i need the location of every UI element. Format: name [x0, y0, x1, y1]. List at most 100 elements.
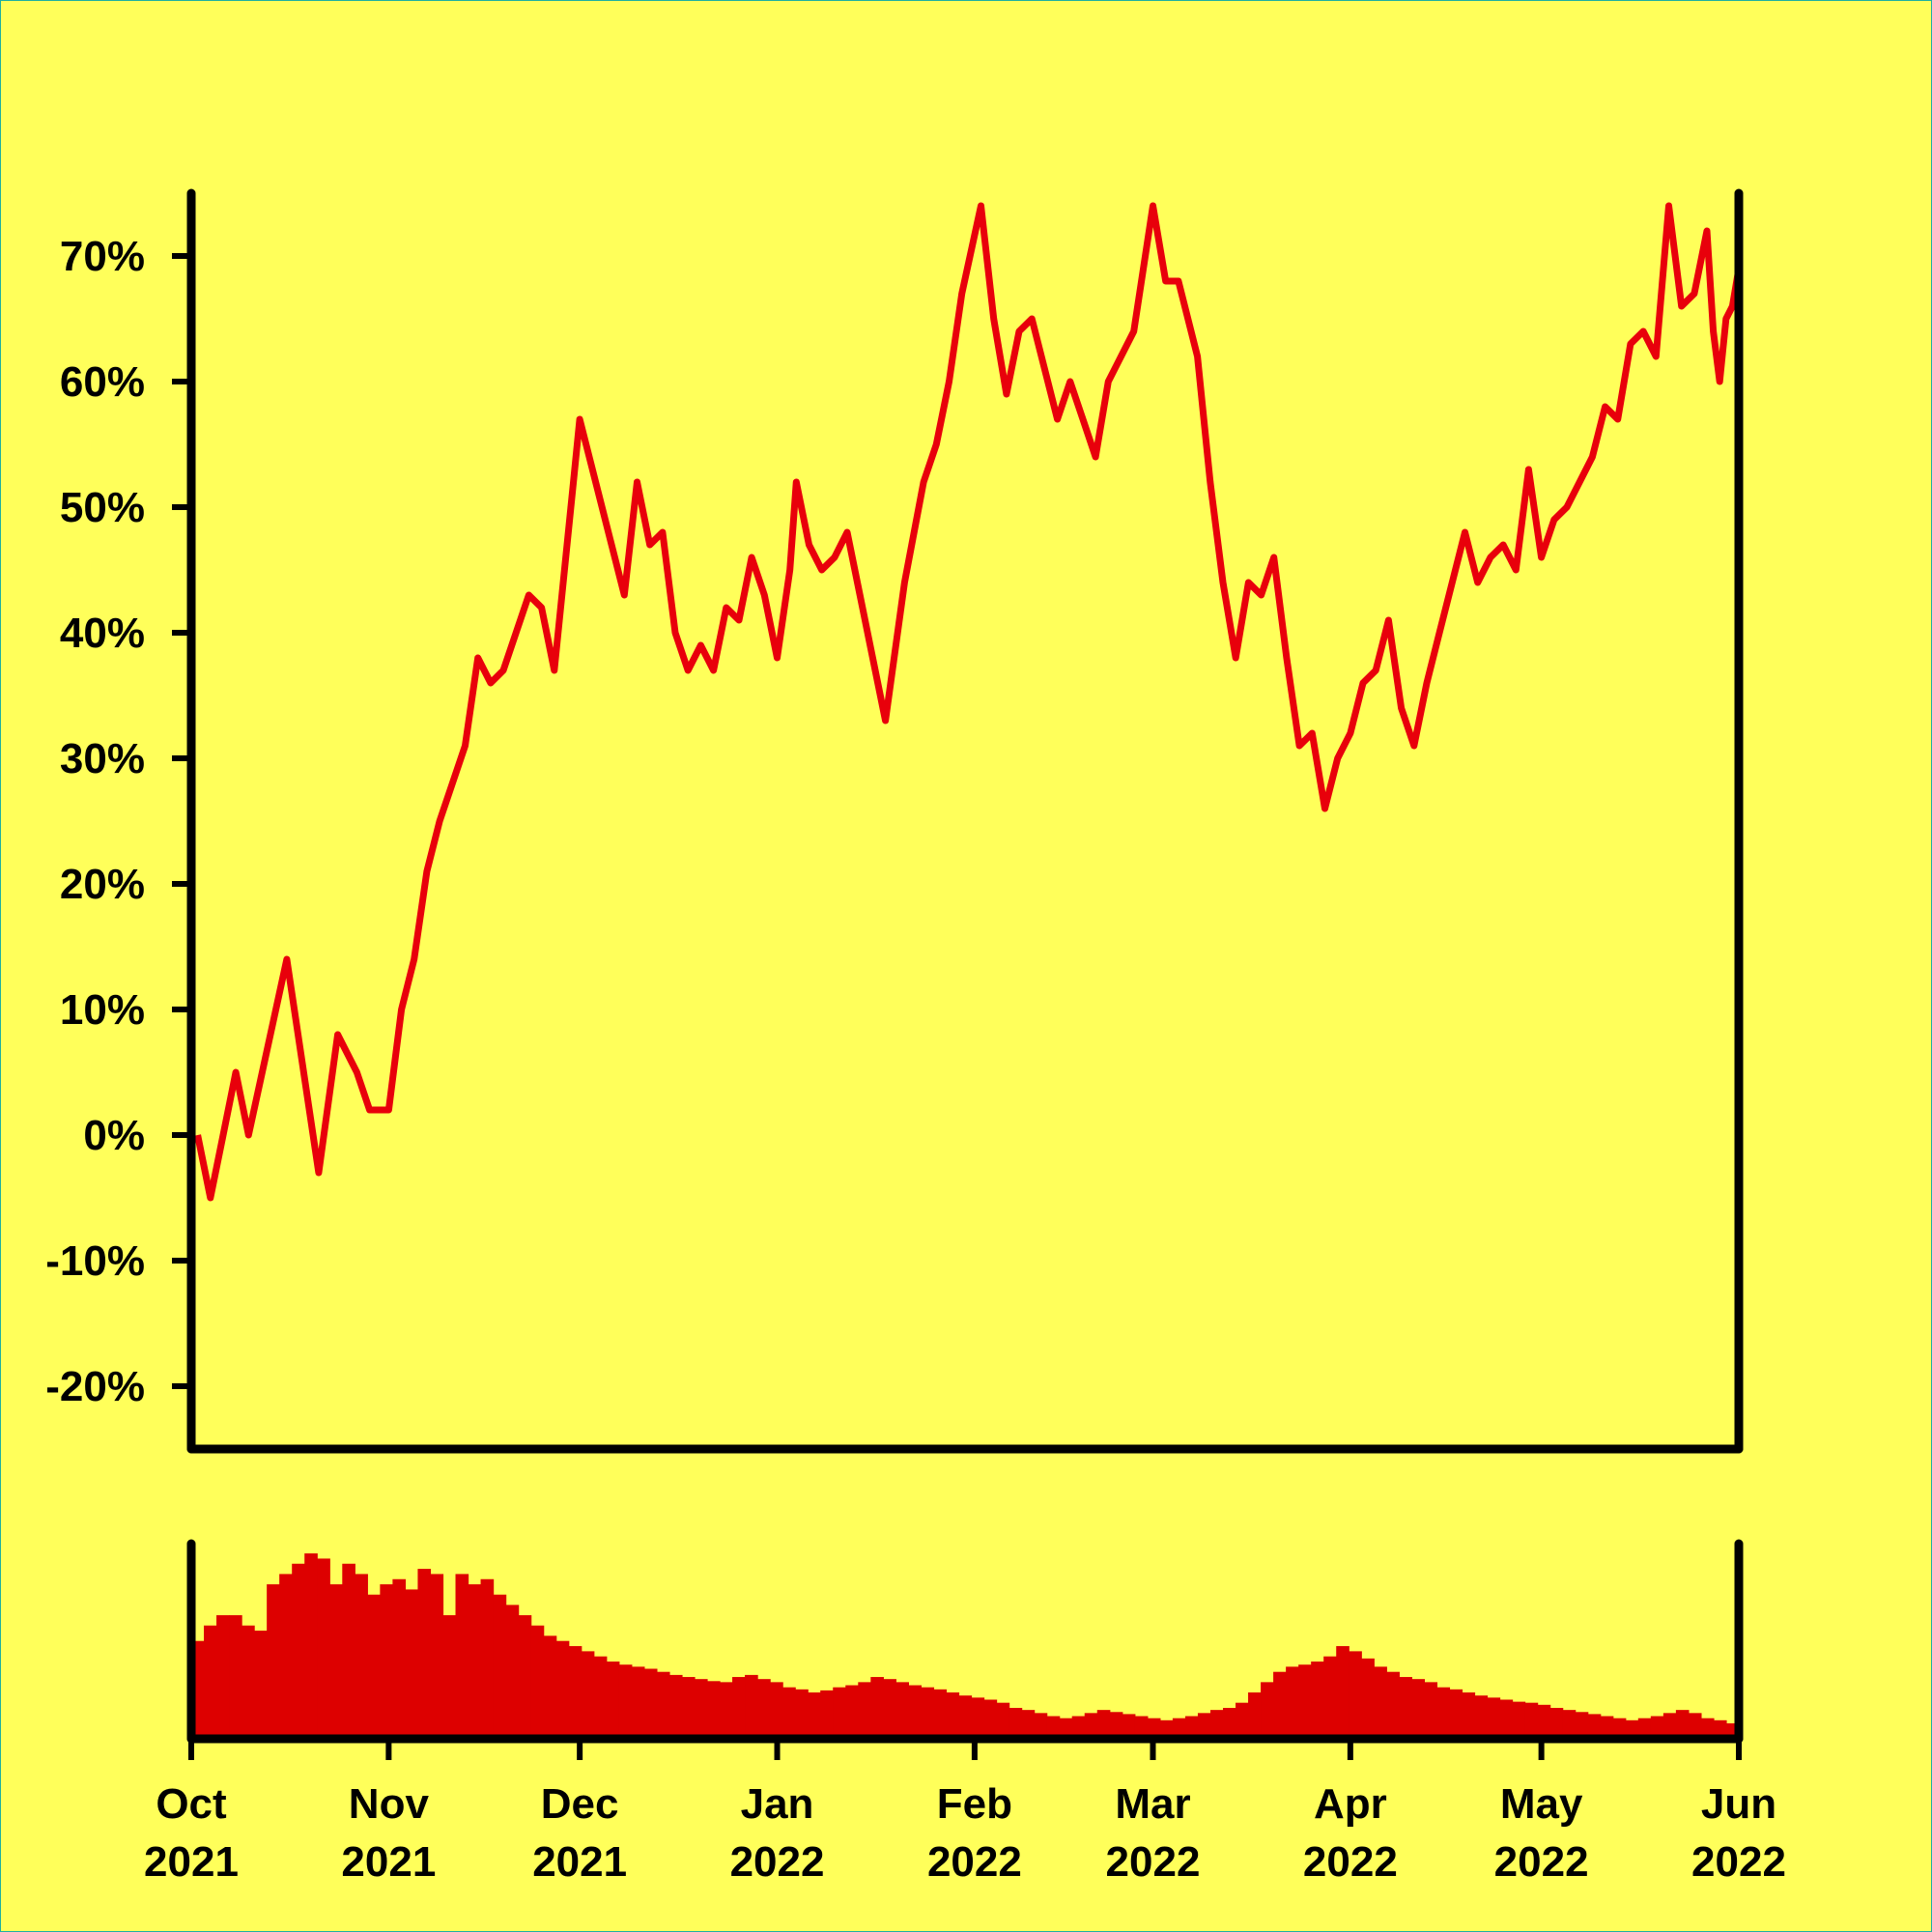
volume-bar	[1424, 1682, 1438, 1739]
volume-bar	[1474, 1695, 1489, 1739]
volume-bar	[518, 1615, 532, 1739]
volume-bar	[1223, 1708, 1236, 1739]
volume-bar	[631, 1666, 645, 1739]
volume-bar	[808, 1692, 821, 1739]
volume-bar	[254, 1631, 268, 1739]
volume-bar	[971, 1697, 985, 1739]
volume-bar	[845, 1685, 859, 1739]
volume-bar	[1084, 1713, 1098, 1739]
y-tick-label: 60%	[60, 358, 145, 406]
volume-bar	[1034, 1713, 1048, 1739]
volume-bar	[1662, 1713, 1677, 1739]
volume-bar	[656, 1671, 670, 1739]
volume-bar	[1159, 1719, 1174, 1739]
x-tick-year: 2021	[144, 1838, 239, 1886]
x-tick-year: 2021	[341, 1838, 436, 1886]
y-tick-label: 30%	[60, 735, 145, 782]
volume-bar	[1021, 1710, 1036, 1739]
volume-bar	[681, 1677, 696, 1739]
volume-bar	[1096, 1710, 1111, 1739]
volume-bar	[493, 1594, 507, 1739]
volume-bar	[216, 1615, 230, 1739]
volume-bar	[380, 1584, 393, 1739]
y-tick-label: 20%	[60, 861, 145, 908]
volume-bar	[858, 1682, 871, 1739]
volume-bar	[430, 1574, 444, 1739]
x-tick-year: 2021	[532, 1838, 627, 1886]
volume-bar	[455, 1574, 469, 1739]
volume-bar	[757, 1679, 771, 1739]
volume-bar	[530, 1625, 545, 1739]
volume-bar	[1625, 1719, 1639, 1739]
volume-bar	[1286, 1666, 1299, 1739]
volume-bar	[417, 1569, 432, 1739]
volume-bar	[983, 1699, 998, 1739]
volume-bar	[1675, 1710, 1690, 1739]
volume-bar	[770, 1682, 783, 1739]
volume-bar	[1512, 1701, 1526, 1739]
x-tick-month: May	[1500, 1780, 1583, 1828]
y-ticks: 70% 60% 50% 40% 30% 20% 10% 0% -10% -20%	[45, 233, 191, 1410]
volume-bar	[643, 1668, 658, 1739]
volume-bar	[329, 1584, 343, 1739]
volume-bar	[1059, 1718, 1073, 1739]
x-tick-month: Apr	[1314, 1780, 1387, 1828]
volume-bar	[782, 1687, 796, 1739]
volume-bar	[745, 1674, 758, 1739]
volume-bar	[933, 1689, 948, 1739]
volume-bar	[1537, 1704, 1551, 1739]
volume-bar	[618, 1664, 633, 1739]
y-tick-label: 0%	[83, 1112, 145, 1159]
volume-bar	[1071, 1716, 1086, 1739]
volume-bar	[1386, 1671, 1400, 1739]
y-tick-label: 50%	[60, 484, 145, 531]
volume-bar	[1323, 1656, 1337, 1739]
volume-bar	[732, 1677, 746, 1739]
volume-bar	[229, 1615, 242, 1739]
x-tick-month: Mar	[1115, 1780, 1190, 1828]
volume-bar	[1700, 1718, 1715, 1739]
volume-bar	[1436, 1687, 1451, 1739]
volume-bar	[543, 1635, 557, 1739]
volume-bar	[1236, 1702, 1249, 1739]
volume-bar	[1562, 1710, 1577, 1739]
volume-bar	[1713, 1719, 1727, 1739]
volume-bar	[1374, 1666, 1387, 1739]
x-tick-month: Feb	[937, 1780, 1012, 1828]
volume-bar	[1399, 1677, 1412, 1739]
x-tick-year: 2022	[1106, 1838, 1201, 1886]
volume-bar	[1524, 1702, 1539, 1739]
volume-bar	[958, 1695, 973, 1739]
volume-bar	[1549, 1708, 1564, 1739]
volume-bar	[355, 1574, 368, 1739]
volume-bar	[1336, 1646, 1350, 1739]
volume-bar	[568, 1646, 582, 1739]
volume-bar	[1487, 1697, 1501, 1739]
volume-bar	[606, 1662, 620, 1739]
volume-bar	[1172, 1718, 1186, 1739]
x-ticks: Oct 2021 Nov 2021 Dec 2021 Jan 2022 Feb 2022 Mar 20…	[144, 1739, 1786, 1886]
volume-bar	[1612, 1718, 1627, 1739]
volume-bar	[1046, 1716, 1061, 1739]
x-tick-month: Oct	[156, 1780, 227, 1828]
volume-bar	[883, 1679, 896, 1739]
volume-bar	[1273, 1671, 1287, 1739]
volume-bar	[242, 1625, 255, 1739]
volume-bar	[1134, 1716, 1149, 1739]
volume-bar	[1449, 1689, 1463, 1739]
volume-bar	[1009, 1708, 1023, 1739]
volume-bar	[555, 1640, 570, 1739]
volume-bar	[1122, 1714, 1136, 1739]
y-tick-label: 70%	[60, 233, 145, 280]
volume-bar	[1587, 1714, 1602, 1739]
volume-bar	[267, 1584, 280, 1739]
volume-bar	[1261, 1682, 1274, 1739]
volume-bar	[996, 1702, 1010, 1739]
volume-bar	[505, 1605, 520, 1739]
volume-bar	[304, 1553, 318, 1739]
volume-bar	[480, 1578, 495, 1739]
x-tick-year: 2022	[1303, 1838, 1398, 1886]
x-tick-year: 2022	[1494, 1838, 1589, 1886]
volume-bar	[921, 1687, 935, 1739]
y-tick-label: 10%	[60, 986, 145, 1034]
